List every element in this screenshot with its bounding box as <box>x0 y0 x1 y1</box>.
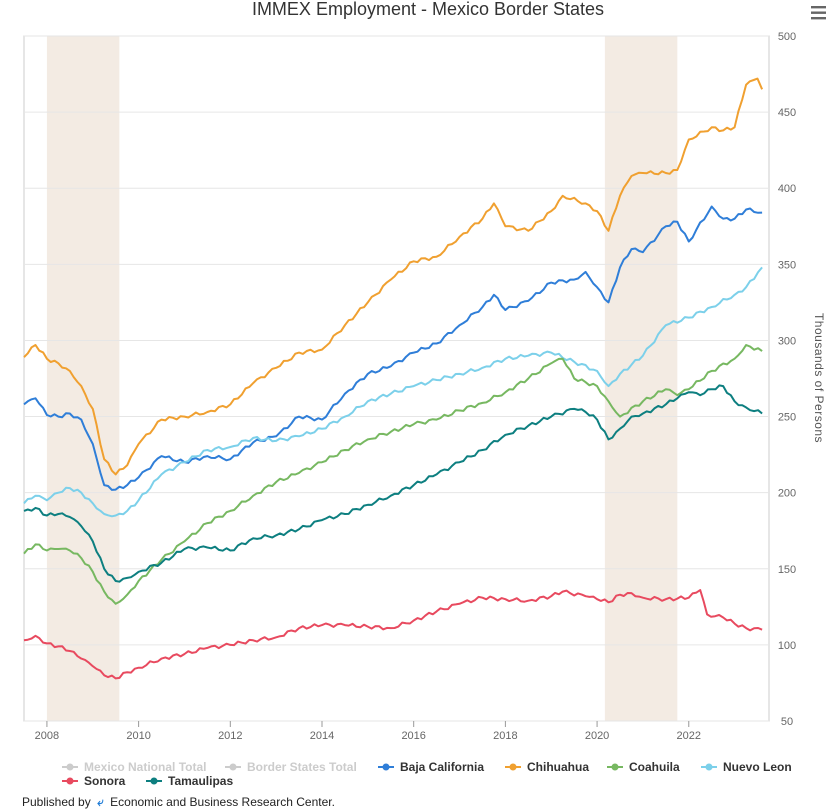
y-tick-label: 400 <box>778 183 796 195</box>
legend-label: Sonora <box>84 774 126 788</box>
legend-item-mexico-national-total[interactable]: Mexico National Total <box>62 760 206 774</box>
recession-band <box>604 36 678 721</box>
x-tick-label: 2008 <box>35 730 59 742</box>
legend-label: Tamaulipas <box>168 774 233 788</box>
legend-symbol-marker <box>382 763 390 771</box>
y-axis-label: Thousands of Persons <box>812 313 826 443</box>
series-line-sonora[interactable] <box>23 589 763 680</box>
x-axis: 2008 2010 2012 2014 2016 2018 2020 2022 <box>35 721 701 742</box>
recession-bands <box>46 36 678 721</box>
legend-label: Mexico National Total <box>84 760 206 774</box>
legend-label: Baja California <box>400 760 484 774</box>
legend-label: Chihuahua <box>527 760 589 774</box>
legend-item-sonora[interactable]: Sonora <box>62 774 126 788</box>
ebrc-logo-icon: ⤶ <box>97 795 104 809</box>
y-tick-label: 350 <box>778 259 796 271</box>
y-tick-label: 300 <box>778 335 796 347</box>
legend-symbol-marker <box>611 763 619 771</box>
publisher-link[interactable]: Economic and Business Research Center. <box>110 795 335 809</box>
recession-band <box>46 36 120 721</box>
y-tick-label: 200 <box>778 488 796 500</box>
legend-item-coahuila[interactable]: Coahuila <box>607 760 680 774</box>
x-tick-label: 2012 <box>218 730 242 742</box>
legend-item-chihuahua[interactable]: Chihuahua <box>505 760 589 774</box>
series-line-tamaulipas[interactable] <box>23 384 763 583</box>
legend: Mexico National Total Border States Total… <box>62 760 792 788</box>
chart-title: IMMEX Employment - Mexico Border States <box>252 0 604 19</box>
legend-symbol-marker <box>150 777 158 785</box>
series-line-chihuahua[interactable] <box>23 77 764 476</box>
x-tick-label: 2010 <box>126 730 150 742</box>
legend-label: Border States Total <box>247 760 357 774</box>
legend-item-baja-california[interactable]: Baja California <box>378 760 484 774</box>
legend-symbol-marker <box>509 763 517 771</box>
x-tick-label: 2020 <box>585 730 609 742</box>
published-by-text: Published by <box>22 795 91 809</box>
legend-symbol-marker <box>229 763 237 771</box>
legend-label: Coahuila <box>629 760 680 774</box>
y-tick-label: 500 <box>778 31 796 43</box>
series-line-nuevo-leon[interactable] <box>23 266 763 518</box>
legend-item-tamaulipas[interactable]: Tamaulipas <box>146 774 233 788</box>
series-line-coahuila[interactable] <box>23 344 763 605</box>
hamburger-menu-icon[interactable] <box>810 4 828 22</box>
x-tick-label: 2014 <box>310 730 334 742</box>
y-tick-label: 100 <box>778 640 796 652</box>
legend-item-border-states-total[interactable]: Border States Total <box>225 760 357 774</box>
x-tick-label: 2022 <box>677 730 701 742</box>
legend-symbol-marker <box>705 763 713 771</box>
x-tick-label: 2016 <box>401 730 425 742</box>
footer-credit: Published by ⤶ Economic and Business Res… <box>22 795 335 810</box>
legend-symbol-marker <box>66 763 74 771</box>
y-tick-label: 150 <box>778 564 796 576</box>
x-tick-label: 2018 <box>493 730 517 742</box>
legend-label: Nuevo Leon <box>723 760 792 774</box>
y-axis: 50 100 150 200 250 300 350 400 450 500 <box>778 31 796 728</box>
y-tick-label: 250 <box>778 412 796 424</box>
y-tick-label: 50 <box>781 716 793 728</box>
legend-symbol-marker <box>66 777 74 785</box>
legend-item-nuevo-leon[interactable]: Nuevo Leon <box>701 760 792 774</box>
y-tick-label: 450 <box>778 107 796 119</box>
series-line-baja-california[interactable] <box>23 205 763 491</box>
series-lines <box>23 77 764 680</box>
